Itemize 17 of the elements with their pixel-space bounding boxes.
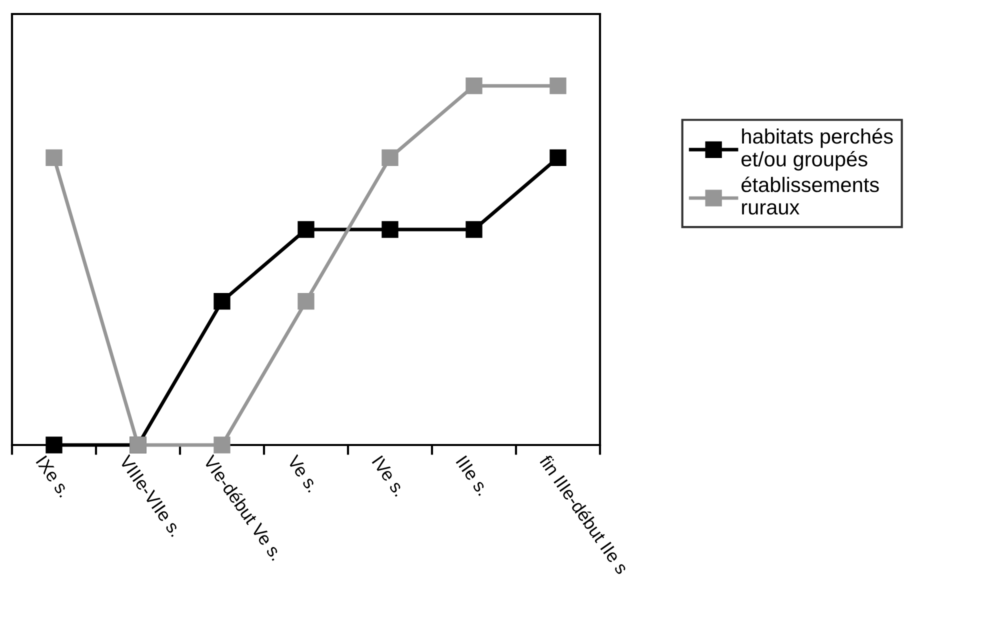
point (46, 436, 62, 454)
point (298, 293, 314, 310)
x-tick-label: IVe s. (372, 455, 406, 497)
point (382, 149, 398, 166)
point (466, 221, 482, 238)
point (466, 78, 482, 94)
point (46, 149, 62, 166)
point (298, 221, 314, 238)
x-tick-label: IIIe s. (456, 455, 490, 496)
x-tick-label: Ve s. (286, 454, 320, 493)
point (550, 149, 566, 166)
point (214, 293, 230, 310)
point (550, 78, 566, 94)
legend-label: établissements ruraux (742, 176, 879, 215)
x-tick-label: IXe s. (36, 455, 71, 498)
point (214, 436, 230, 454)
point (382, 221, 398, 238)
